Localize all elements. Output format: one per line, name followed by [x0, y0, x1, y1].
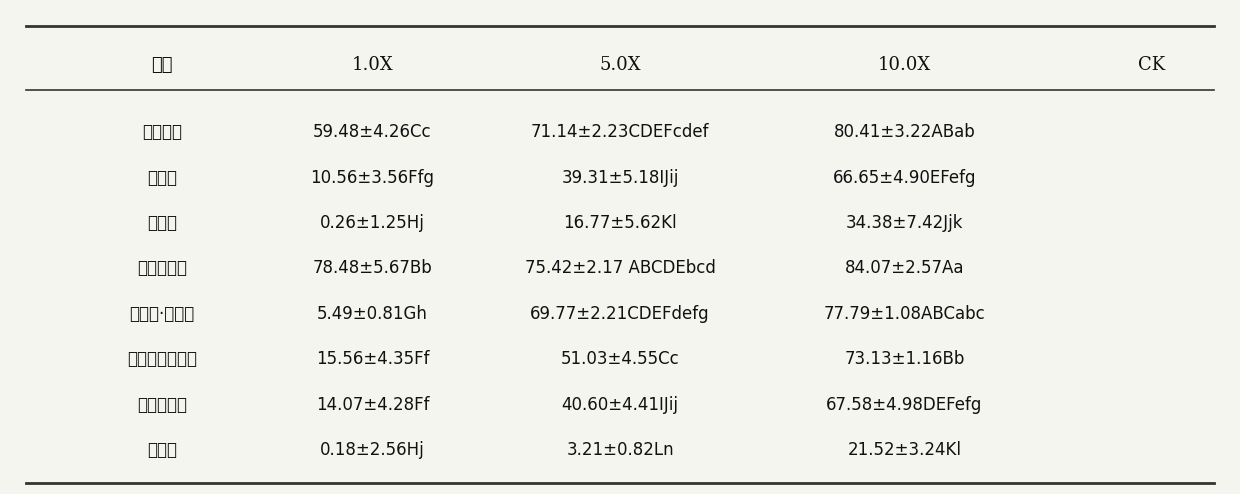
- Text: 80.41±3.22ABab: 80.41±3.22ABab: [833, 123, 976, 141]
- Text: 15.56±4.35Ff: 15.56±4.35Ff: [316, 350, 429, 369]
- Text: 21.52±3.24Kl: 21.52±3.24Kl: [848, 441, 961, 459]
- Text: 34.38±7.42Jjk: 34.38±7.42Jjk: [846, 214, 963, 232]
- Text: 59.48±4.26Cc: 59.48±4.26Cc: [314, 123, 432, 141]
- Text: 卡嗪磺隆: 卡嗪磺隆: [143, 123, 182, 141]
- Text: 5.0X: 5.0X: [599, 56, 641, 74]
- Text: 75.42±2.17 ABCDEbcd: 75.42±2.17 ABCDEbcd: [525, 259, 715, 278]
- Text: 二氯喹啉酸: 二氯喹啉酸: [138, 396, 187, 414]
- Text: 16.77±5.62Kl: 16.77±5.62Kl: [563, 214, 677, 232]
- Text: 乙氧氟草醚: 乙氧氟草醚: [138, 259, 187, 278]
- Text: 高效氟吡甲禾灵: 高效氟吡甲禾灵: [128, 350, 197, 369]
- Text: 39.31±5.18IJij: 39.31±5.18IJij: [562, 168, 678, 187]
- Text: 67.58±4.98DEFefg: 67.58±4.98DEFefg: [826, 396, 983, 414]
- Text: 77.79±1.08ABCabc: 77.79±1.08ABCabc: [823, 305, 986, 323]
- Text: 69.77±2.21CDEFdefg: 69.77±2.21CDEFdefg: [531, 305, 709, 323]
- Text: 84.07±2.57Aa: 84.07±2.57Aa: [844, 259, 965, 278]
- Text: 丁草胺·嗯草酮: 丁草胺·嗯草酮: [130, 305, 195, 323]
- Text: CK: CK: [1138, 56, 1166, 74]
- Text: 10.56±3.56Ffg: 10.56±3.56Ffg: [310, 168, 434, 187]
- Text: 51.03±4.55Cc: 51.03±4.55Cc: [560, 350, 680, 369]
- Text: 氟乐灵: 氟乐灵: [148, 168, 177, 187]
- Text: 78.48±5.67Bb: 78.48±5.67Bb: [312, 259, 433, 278]
- Text: 14.07±4.28Ff: 14.07±4.28Ff: [316, 396, 429, 414]
- Text: 10.0X: 10.0X: [878, 56, 931, 74]
- Text: 乙草胺: 乙草胺: [148, 214, 177, 232]
- Text: 0.26±1.25Hj: 0.26±1.25Hj: [320, 214, 425, 232]
- Text: 1.0X: 1.0X: [352, 56, 393, 74]
- Text: 73.13±1.16Bb: 73.13±1.16Bb: [844, 350, 965, 369]
- Text: 3.21±0.82Ln: 3.21±0.82Ln: [567, 441, 673, 459]
- Text: 0.18±2.56Hj: 0.18±2.56Hj: [320, 441, 425, 459]
- Text: 5.49±0.81Gh: 5.49±0.81Gh: [317, 305, 428, 323]
- Text: 草甘膦: 草甘膦: [148, 441, 177, 459]
- Text: 40.60±4.41IJij: 40.60±4.41IJij: [562, 396, 678, 414]
- Text: 66.65±4.90EFefg: 66.65±4.90EFefg: [833, 168, 976, 187]
- Text: 71.14±2.23CDEFcdef: 71.14±2.23CDEFcdef: [531, 123, 709, 141]
- Text: 处理: 处理: [151, 56, 172, 74]
